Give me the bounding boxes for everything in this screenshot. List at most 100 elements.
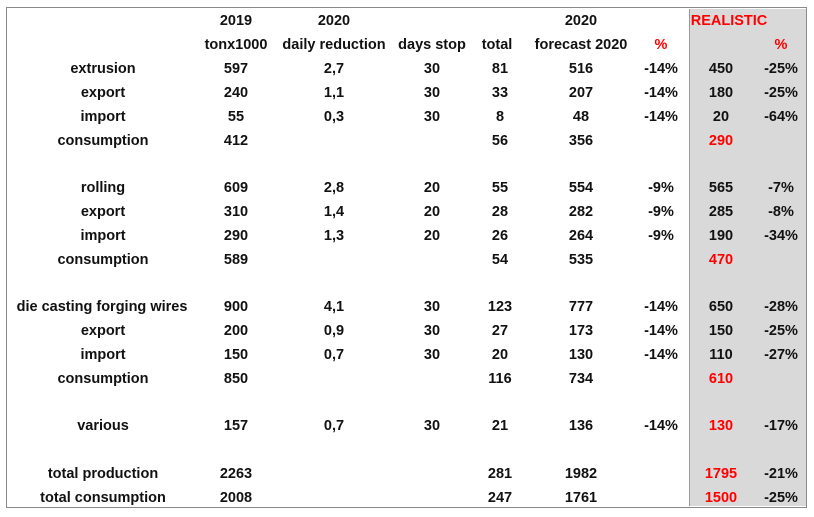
cell-days-stop: 30 — [423, 85, 441, 101]
cell-realistic: 1500 — [704, 490, 738, 506]
cell-2019: 597 — [223, 61, 249, 77]
cell-days-stop: 30 — [423, 109, 441, 125]
cell-total: 26 — [491, 228, 509, 244]
cell-days-stop: 30 — [423, 323, 441, 339]
cell-2019: 2008 — [219, 490, 253, 506]
row-label: import — [80, 109, 126, 125]
cell-days-stop: 30 — [423, 61, 441, 77]
cell-days-stop: 30 — [423, 347, 441, 363]
cell-daily-reduction: 0,9 — [323, 323, 345, 339]
row-label: export — [80, 85, 126, 101]
header-days-stop: days stop — [398, 37, 466, 53]
cell-forecast-2020: 777 — [568, 299, 594, 315]
cell-days-stop: 20 — [423, 204, 441, 220]
cell-total: 20 — [491, 347, 509, 363]
cell-realistic-pct: -25% — [764, 85, 798, 101]
cell-pct: -14% — [644, 85, 678, 101]
cell-realistic-pct: -21% — [764, 466, 798, 482]
header-daily-reduction: daily reduction — [282, 37, 386, 53]
cell-forecast-2020: 282 — [568, 204, 594, 220]
cell-pct: -14% — [644, 61, 678, 77]
cell-total: 28 — [491, 204, 509, 220]
cell-realistic-pct: -8% — [768, 204, 794, 220]
cell-forecast-2020: 535 — [568, 252, 594, 268]
cell-realistic: 610 — [708, 371, 734, 387]
cell-realistic-pct: -27% — [764, 347, 798, 363]
cell-realistic: 470 — [708, 252, 734, 268]
cell-total: 281 — [487, 466, 513, 482]
cell-total: 21 — [491, 418, 509, 434]
row-label: die casting forging wires — [16, 299, 188, 315]
cell-2019: 900 — [223, 299, 249, 315]
table-border — [6, 7, 807, 508]
cell-days-stop: 20 — [423, 228, 441, 244]
cell-total: 56 — [491, 133, 509, 149]
cell-forecast-2020: 207 — [568, 85, 594, 101]
cell-forecast-2020: 173 — [568, 323, 594, 339]
cell-2019: 609 — [223, 180, 249, 196]
row-label: rolling — [80, 180, 126, 196]
cell-daily-reduction: 1,1 — [323, 85, 345, 101]
cell-forecast-2020: 130 — [568, 347, 594, 363]
header-year-2020: 2020 — [317, 13, 351, 29]
cell-2019: 55 — [227, 109, 245, 125]
cell-days-stop: 20 — [423, 180, 441, 196]
cell-daily-reduction: 2,7 — [323, 61, 345, 77]
cell-total: 116 — [488, 371, 512, 387]
cell-realistic-pct: -34% — [764, 228, 798, 244]
cell-realistic: 190 — [708, 228, 734, 244]
cell-pct: -14% — [644, 299, 678, 315]
cell-realistic-pct: -64% — [764, 109, 798, 125]
cell-2019: 150 — [223, 347, 249, 363]
cell-forecast-2020: 48 — [572, 109, 590, 125]
cell-days-stop: 30 — [423, 299, 441, 315]
realistic-column-divider — [689, 9, 690, 506]
cell-realistic: 180 — [708, 85, 734, 101]
cell-daily-reduction: 1,4 — [323, 204, 345, 220]
cell-forecast-2020: 734 — [568, 371, 594, 387]
header-realistic: REALISTIC — [690, 13, 768, 29]
row-label: consumption — [57, 252, 149, 268]
header-forecast-2020: forecast 2020 — [534, 37, 628, 53]
cell-total: 33 — [491, 85, 509, 101]
cell-daily-reduction: 0,3 — [323, 109, 345, 125]
cell-realistic-pct: -17% — [764, 418, 798, 434]
row-label: consumption — [57, 371, 149, 387]
cell-realistic: 110 — [709, 347, 733, 363]
cell-pct: -9% — [648, 228, 674, 244]
row-label: extrusion — [70, 61, 136, 77]
cell-total: 81 — [491, 61, 509, 77]
cell-realistic: 130 — [708, 418, 734, 434]
cell-forecast-2020: 136 — [568, 418, 594, 434]
row-label: import — [80, 228, 126, 244]
cell-pct: -9% — [648, 180, 674, 196]
cell-forecast-2020: 516 — [568, 61, 594, 77]
cell-pct: -14% — [644, 323, 678, 339]
cell-total: 27 — [491, 323, 509, 339]
cell-2019: 589 — [223, 252, 249, 268]
row-label: export — [80, 323, 126, 339]
cell-2019: 310 — [223, 204, 249, 220]
cell-forecast-2020: 356 — [568, 133, 594, 149]
cell-forecast-2020: 1761 — [564, 490, 598, 506]
row-label: import — [80, 347, 126, 363]
cell-realistic: 290 — [708, 133, 734, 149]
cell-2019: 2263 — [219, 466, 253, 482]
cell-realistic: 565 — [708, 180, 734, 196]
header-total: total — [481, 37, 513, 53]
cell-total: 54 — [491, 252, 509, 268]
header-year-2020-forecast: 2020 — [564, 13, 598, 29]
cell-pct: -14% — [644, 347, 678, 363]
cell-total: 8 — [495, 109, 505, 125]
cell-realistic: 1795 — [704, 466, 738, 482]
cell-daily-reduction: 1,3 — [323, 228, 345, 244]
cell-total: 247 — [487, 490, 513, 506]
cell-total: 55 — [491, 180, 509, 196]
row-label: total production — [47, 466, 159, 482]
header-realistic-pct: % — [774, 37, 788, 53]
cell-realistic-pct: -25% — [764, 490, 798, 506]
cell-realistic-pct: -28% — [764, 299, 798, 315]
cell-realistic-pct: -7% — [768, 180, 794, 196]
row-label: export — [80, 204, 126, 220]
